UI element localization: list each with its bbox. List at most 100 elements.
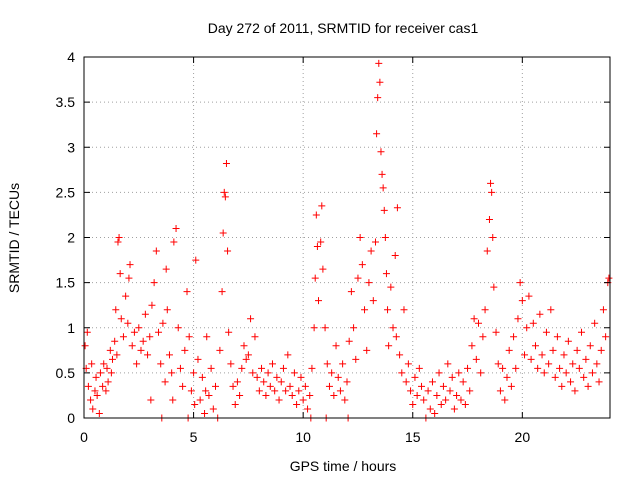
data-point bbox=[597, 346, 605, 354]
data-point bbox=[162, 265, 170, 273]
data-point bbox=[512, 364, 520, 372]
data-point bbox=[569, 360, 577, 368]
data-point bbox=[297, 373, 305, 381]
data-point bbox=[540, 369, 548, 377]
data-point bbox=[176, 364, 184, 372]
data-point bbox=[376, 78, 384, 86]
data-point bbox=[91, 387, 99, 395]
data-point bbox=[551, 373, 559, 381]
data-point bbox=[163, 306, 171, 314]
data-point bbox=[516, 279, 524, 287]
y-tick-label: 0.5 bbox=[56, 365, 76, 381]
data-point bbox=[315, 297, 323, 305]
data-point bbox=[379, 184, 387, 192]
data-point bbox=[179, 382, 187, 390]
data-point bbox=[393, 204, 401, 212]
data-point bbox=[130, 328, 138, 336]
data-point bbox=[81, 342, 89, 350]
data-point bbox=[595, 378, 603, 386]
data-point bbox=[361, 306, 369, 314]
data-point bbox=[584, 382, 592, 390]
data-point bbox=[102, 387, 110, 395]
data-point bbox=[392, 333, 400, 341]
data-point bbox=[148, 301, 156, 309]
data-point bbox=[400, 306, 408, 314]
data-point bbox=[260, 378, 268, 386]
data-point bbox=[125, 274, 133, 282]
data-point bbox=[389, 324, 397, 332]
data-point bbox=[411, 373, 419, 381]
data-point bbox=[273, 373, 281, 381]
data-point bbox=[318, 202, 326, 210]
data-point bbox=[266, 382, 274, 390]
data-point bbox=[487, 179, 495, 187]
data-point bbox=[371, 238, 379, 246]
data-point bbox=[525, 292, 533, 300]
x-axis-label: GPS time / hours bbox=[290, 458, 397, 474]
data-point bbox=[220, 188, 228, 196]
data-point bbox=[521, 351, 529, 359]
data-point bbox=[92, 373, 100, 381]
data-point bbox=[321, 324, 329, 332]
data-point bbox=[536, 310, 544, 318]
data-point bbox=[219, 229, 227, 237]
data-point bbox=[558, 382, 566, 390]
data-point bbox=[586, 342, 594, 350]
data-point bbox=[381, 234, 389, 241]
data-point bbox=[527, 355, 535, 363]
data-point bbox=[578, 328, 586, 336]
data-point bbox=[549, 346, 557, 354]
x-tick-label: 10 bbox=[295, 429, 311, 445]
data-point bbox=[196, 396, 204, 404]
data-point bbox=[599, 306, 607, 314]
data-point bbox=[83, 328, 91, 336]
data-point bbox=[580, 373, 588, 381]
data-point bbox=[363, 346, 371, 354]
data-point bbox=[426, 405, 434, 413]
data-point bbox=[481, 306, 489, 314]
data-point bbox=[457, 396, 465, 404]
data-point bbox=[157, 360, 165, 368]
data-point bbox=[510, 333, 518, 341]
data-point bbox=[591, 319, 599, 327]
data-point bbox=[113, 351, 121, 359]
data-point bbox=[293, 400, 301, 408]
data-point bbox=[312, 211, 320, 219]
data-point bbox=[172, 224, 180, 232]
data-point bbox=[439, 382, 447, 390]
data-point bbox=[122, 292, 130, 300]
data-point bbox=[529, 319, 537, 327]
data-point bbox=[431, 409, 439, 417]
data-point bbox=[221, 193, 229, 201]
data-point bbox=[258, 364, 266, 372]
data-point bbox=[301, 382, 309, 390]
data-point bbox=[139, 337, 147, 345]
data-point bbox=[345, 337, 353, 345]
data-point bbox=[202, 387, 210, 395]
data-point bbox=[448, 373, 456, 381]
y-tick-label: 2 bbox=[67, 230, 75, 246]
chart-title: Day 272 of 2011, SRMTID for receiver cas… bbox=[208, 20, 479, 36]
data-point bbox=[492, 328, 500, 336]
data-point bbox=[459, 378, 467, 386]
data-point bbox=[468, 342, 476, 350]
data-point bbox=[488, 188, 496, 196]
data-point bbox=[446, 387, 454, 395]
data-point bbox=[229, 382, 237, 390]
data-point bbox=[194, 355, 202, 363]
data-point bbox=[187, 387, 195, 395]
data-point bbox=[147, 396, 155, 404]
data-point bbox=[461, 400, 469, 408]
data-point bbox=[343, 378, 351, 386]
data-point bbox=[231, 400, 239, 408]
data-point bbox=[236, 391, 244, 399]
data-point bbox=[284, 351, 292, 359]
data-point bbox=[387, 283, 395, 291]
data-point bbox=[96, 369, 104, 377]
data-point bbox=[494, 360, 502, 368]
data-point bbox=[107, 369, 115, 377]
data-point bbox=[198, 373, 206, 381]
y-tick-label: 4 bbox=[67, 49, 75, 65]
data-point bbox=[279, 364, 287, 372]
